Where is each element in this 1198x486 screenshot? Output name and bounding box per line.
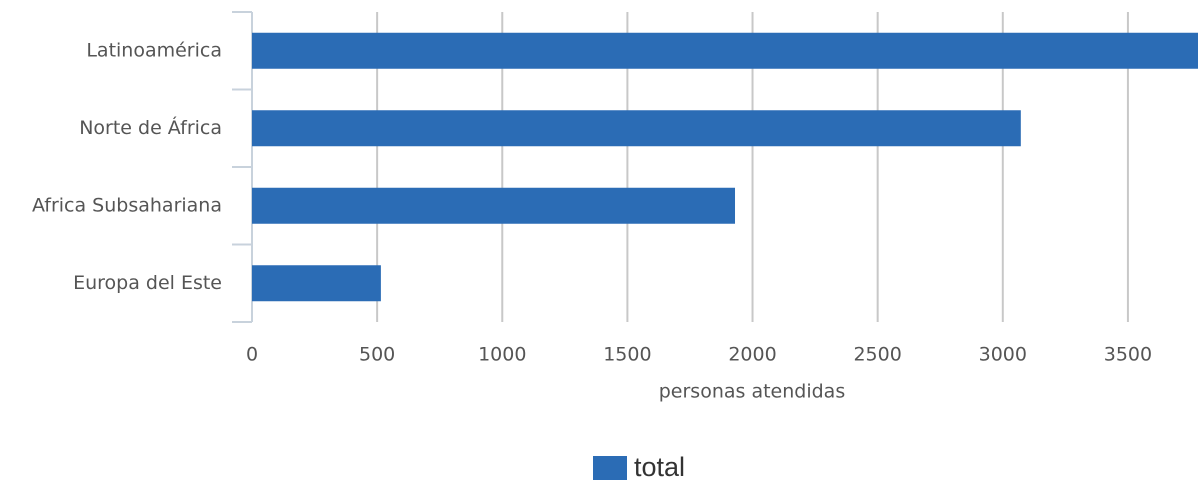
- y-tick-label: Africa Subsahariana: [32, 194, 222, 216]
- y-tick-label: Europa del Este: [73, 272, 222, 294]
- x-tick-label: 0: [246, 344, 258, 366]
- y-tick-label: Latinoamérica: [86, 39, 222, 61]
- bar: [252, 32, 1198, 69]
- x-tick-label: 2500: [853, 344, 901, 366]
- legend-swatch: [593, 456, 627, 480]
- x-tick-label: 500: [359, 344, 395, 366]
- bar: [252, 265, 381, 302]
- y-tick-label: Norte de África: [79, 116, 222, 139]
- bar: [252, 187, 736, 224]
- x-tick-label: 1000: [478, 344, 526, 366]
- x-tick-label: 2000: [728, 344, 776, 366]
- x-tick-label: 3000: [979, 344, 1027, 366]
- x-tick-label: 3500: [1104, 344, 1152, 366]
- x-tick-label: 1500: [603, 344, 651, 366]
- x-axis-label: personas atendidas: [659, 381, 845, 403]
- bar: [252, 110, 1021, 147]
- legend-text: total: [634, 452, 685, 482]
